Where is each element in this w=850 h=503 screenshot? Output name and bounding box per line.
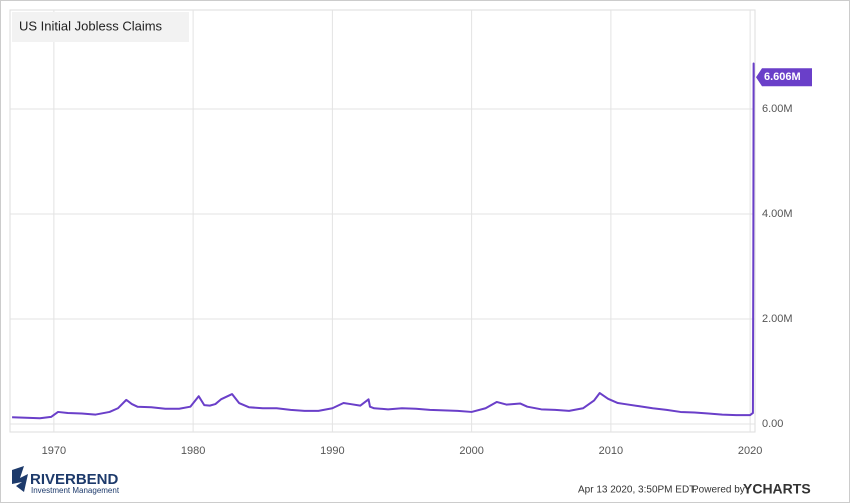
value-label: 6.606M (764, 71, 801, 83)
title-box (12, 12, 189, 42)
y-tick-label: 6.00M (762, 103, 793, 115)
chart-title: US Initial Jobless Claims (19, 18, 163, 33)
x-tick-label: 1970 (42, 445, 66, 457)
plot-area (9, 9, 756, 433)
x-tick-label: 2020 (738, 445, 762, 457)
x-tick-label: 1980 (181, 445, 205, 457)
value-label-box (756, 68, 812, 87)
y-tick-label: 2.00M (762, 313, 793, 325)
logo-name: RIVERBEND (30, 471, 119, 488)
y-tick-label: 4.00M (762, 208, 793, 220)
brand[interactable]: YCHARTS (743, 481, 811, 497)
x-tick-label: 2010 (599, 445, 623, 457)
line (12, 62, 755, 420)
timestamp: Apr 13 2020, 3:50PM EDT. (578, 485, 697, 496)
powered-by: Powered by (692, 485, 745, 496)
logo: RIVERBEND Investment Management (12, 466, 120, 495)
logo-icon (12, 466, 28, 492)
x-tick-label: 2000 (459, 445, 483, 457)
y-tick-label: 0.00 (762, 418, 783, 430)
x-tick-label: 1990 (320, 445, 344, 457)
logo-tagline: Investment Management (31, 486, 120, 495)
